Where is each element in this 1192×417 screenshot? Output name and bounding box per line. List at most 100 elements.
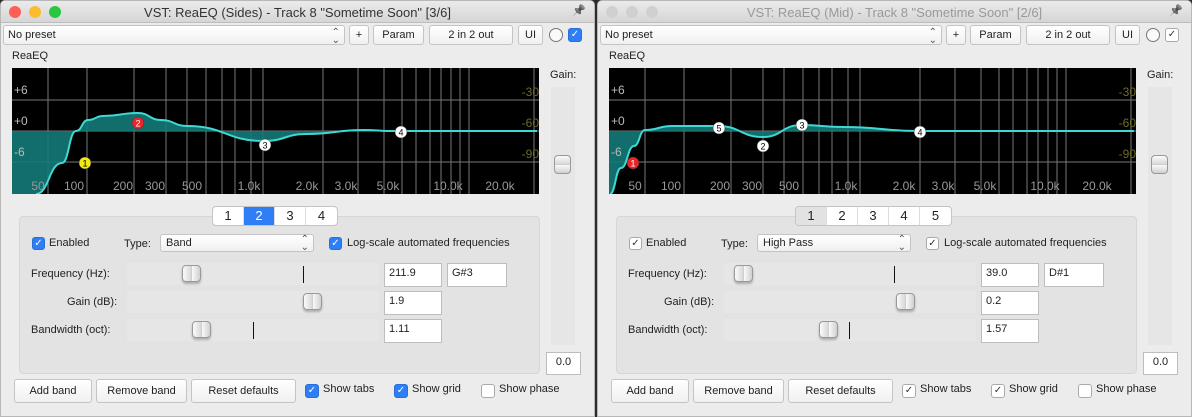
add-preset-button[interactable]: + [349,25,369,45]
gain-value-input[interactable]: 0.2 [981,291,1039,315]
band-marker-label: 3 [262,141,267,151]
ui-button[interactable]: UI [1115,25,1140,45]
spectrum-db-label: -30 [1119,85,1136,99]
ui-button[interactable]: UI [518,25,543,45]
tab-band-5[interactable]: 5 [931,208,940,223]
wet-knob[interactable] [1146,28,1160,42]
add-preset-button[interactable]: + [946,25,966,45]
pin-icon[interactable]: 📌 [572,5,586,17]
bandwidth-slider[interactable] [127,319,379,341]
title-bar[interactable]: VST: ReaEQ (Mid) - Track 8 "Sometime Soo… [598,1,1191,23]
gain-label: Gain: [1147,69,1174,81]
minimize-button[interactable] [626,6,638,18]
minimize-button[interactable] [29,6,41,18]
plugin-name: ReaEQ [609,50,646,62]
close-button[interactable] [606,6,618,18]
band-marker-2[interactable]: 2 [131,116,145,130]
enabled-checkbox[interactable]: ✓ [629,237,642,250]
show-grid-checkbox[interactable]: ✓ [394,384,408,398]
title-bar[interactable]: VST: ReaEQ (Sides) - Track 8 "Sometime S… [1,1,594,23]
tab-band-3[interactable]: 3 [275,207,306,225]
output-gain-value[interactable]: 0.0 [1143,352,1178,375]
show-phase-checkbox[interactable] [1078,384,1092,398]
reset-defaults-button[interactable]: Reset defaults [191,379,296,403]
pin-icon[interactable]: 📌 [1169,5,1183,17]
tab-band-1[interactable]: 1 [796,207,827,225]
add-band-button[interactable]: Add band [14,379,92,403]
band-marker-3[interactable]: 3 [258,138,272,152]
note-input[interactable]: D#1 [1044,263,1104,287]
gain-value-input[interactable]: 1.9 [384,291,442,315]
band-marker-1[interactable]: 1 [626,156,640,170]
plugin-name: ReaEQ [12,50,49,62]
remove-band-button[interactable]: Remove band [96,379,187,403]
output-gain-slider[interactable] [551,87,575,345]
show-phase-checkbox[interactable] [481,384,495,398]
slider-thumb[interactable] [192,321,211,338]
gain-slider[interactable] [127,291,379,313]
frequency-value-input[interactable]: 39.0 [981,263,1039,287]
frequency-slider[interactable] [127,263,379,285]
slider-thumb[interactable] [1151,155,1168,174]
logscale-checkbox[interactable]: ✓ [926,237,939,250]
note-input[interactable]: G#3 [447,263,507,287]
freq-label: 300 [742,179,762,193]
band-marker-3[interactable]: 3 [795,118,809,132]
eq-graph[interactable]: +6 +0 -6 -30 -60 -90 50 100 200 300 500 1.0k 2.0k 3.0… [609,68,1136,195]
tab-band-2[interactable]: 2 [827,207,858,225]
slider-thumb[interactable] [819,321,838,338]
tab-band-4[interactable]: 4 [889,207,920,225]
gain-slider[interactable] [724,291,976,313]
preset-select[interactable]: No preset ⌃ ⌄ [600,25,942,46]
bypass-checkbox[interactable]: ✓ [568,28,582,42]
show-grid-checkbox[interactable]: ✓ [991,384,1005,398]
eq-graph[interactable]: +6 +0 -6 -30 -60 -90 50 100 200 300 500 1.0k 2.0k 3.0… [12,68,539,195]
slider-thumb[interactable] [554,155,571,174]
band-marker-label: 1 [630,159,635,169]
frequency-value-input[interactable]: 211.9 [384,263,442,287]
slider-thumb[interactable] [734,265,753,282]
freq-label: 300 [145,179,165,193]
remove-band-button[interactable]: Remove band [693,379,784,403]
preset-select[interactable]: No preset ⌃ ⌄ [3,25,345,46]
io-button[interactable]: 2 in 2 out [1026,25,1110,45]
add-band-button[interactable]: Add band [611,379,689,403]
io-button[interactable]: 2 in 2 out [429,25,513,45]
bandwidth-value-input[interactable]: 1.57 [981,319,1039,343]
wet-knob[interactable] [549,28,563,42]
band-marker-2[interactable]: 2 [756,139,770,153]
type-select[interactable]: High Pass ⌃ ⌄ [757,234,911,253]
output-gain-value[interactable]: 0.0 [546,352,581,375]
show-tabs-checkbox[interactable]: ✓ [902,384,916,398]
tab-band-2[interactable]: 2 [244,207,275,225]
type-select[interactable]: Band ⌃ ⌄ [160,234,314,253]
zoom-button[interactable] [646,6,658,18]
tab-band-3[interactable]: 3 [858,207,889,225]
tab-band-1[interactable]: 1 [213,207,244,225]
bandwidth-slider[interactable] [724,319,976,341]
close-button[interactable] [9,6,21,18]
slider-thumb[interactable] [182,265,201,282]
param-button[interactable]: Param [373,25,424,45]
show-tabs-checkbox[interactable]: ✓ [305,384,319,398]
reset-defaults-button[interactable]: Reset defaults [788,379,893,403]
tab-band-4[interactable]: 4 [317,208,326,223]
band-marker-4[interactable]: 4 [913,125,927,139]
output-gain-slider[interactable] [1148,87,1172,345]
zoom-button[interactable] [49,6,61,18]
slider-thumb[interactable] [303,293,322,310]
param-button[interactable]: Param [970,25,1021,45]
bypass-checkbox[interactable]: ✓ [1165,28,1179,42]
frequency-slider[interactable] [724,263,976,285]
logscale-checkbox[interactable]: ✓ [329,237,342,250]
enabled-label: Enabled [646,237,687,249]
freq-label: 500 [779,179,799,193]
show-grid-label: Show grid [412,383,461,395]
type-label: Type: [124,238,151,250]
slider-thumb[interactable] [896,293,915,310]
bandwidth-value-input[interactable]: 1.11 [384,319,442,343]
band-marker-1[interactable]: 1 [78,156,92,170]
band-marker-4[interactable]: 4 [394,125,408,139]
enabled-checkbox[interactable]: ✓ [32,237,45,250]
band-marker-5[interactable]: 5 [712,121,726,135]
